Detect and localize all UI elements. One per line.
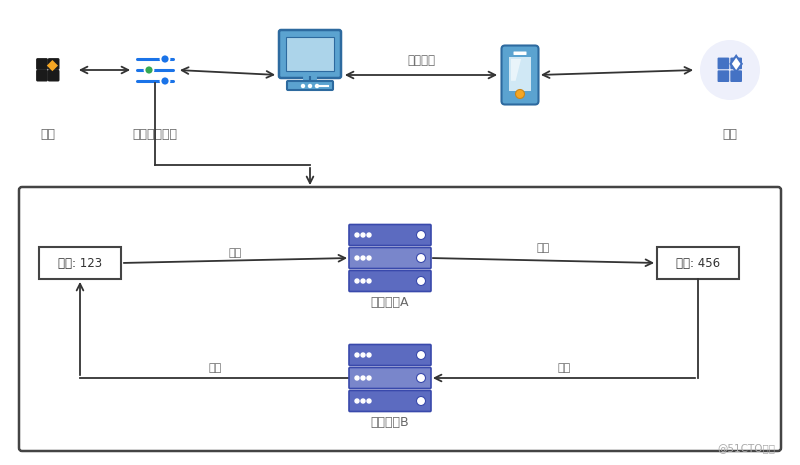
Circle shape [367,233,371,237]
Circle shape [355,256,359,260]
Circle shape [417,373,426,383]
FancyBboxPatch shape [48,58,59,70]
Circle shape [355,399,359,403]
Circle shape [361,256,365,260]
Text: 端口: 456: 端口: 456 [676,257,720,270]
Bar [509,57,531,91]
FancyBboxPatch shape [502,46,538,105]
Circle shape [417,351,426,359]
Bar [39,247,121,279]
Circle shape [361,376,365,380]
Circle shape [367,353,371,357]
FancyBboxPatch shape [19,187,781,451]
Text: 转发: 转发 [537,243,550,253]
Circle shape [417,231,426,239]
FancyBboxPatch shape [349,345,431,365]
Circle shape [355,279,359,283]
FancyBboxPatch shape [718,58,730,69]
Circle shape [355,376,359,380]
Text: 监听: 监听 [558,363,570,373]
Circle shape [367,376,371,380]
FancyBboxPatch shape [349,391,431,412]
Text: 端口: 123: 端口: 123 [58,257,102,270]
Circle shape [361,399,365,403]
Text: 应用: 应用 [722,128,738,141]
Circle shape [515,89,525,99]
Bar [657,247,739,279]
Circle shape [355,353,359,357]
FancyBboxPatch shape [287,81,333,90]
Text: 其它协议: 其它协议 [407,54,435,67]
Text: 转发: 转发 [208,363,222,373]
Text: 监听服务A: 监听服务A [370,296,410,309]
Circle shape [417,277,426,286]
Polygon shape [730,56,742,72]
FancyBboxPatch shape [349,247,431,268]
Circle shape [161,77,170,86]
FancyBboxPatch shape [48,70,59,81]
Circle shape [315,85,318,87]
Circle shape [309,85,311,87]
Circle shape [417,253,426,263]
Circle shape [302,85,305,87]
FancyBboxPatch shape [514,52,526,55]
Polygon shape [511,59,521,81]
FancyBboxPatch shape [349,271,431,292]
Circle shape [361,279,365,283]
Circle shape [367,279,371,283]
FancyBboxPatch shape [718,70,730,82]
Circle shape [700,40,760,100]
FancyBboxPatch shape [730,70,742,82]
FancyBboxPatch shape [349,225,431,246]
Text: 监听: 监听 [229,248,242,258]
Circle shape [417,397,426,405]
Circle shape [161,54,170,64]
Text: 其它协议代理: 其它协议代理 [133,128,178,141]
FancyBboxPatch shape [36,58,48,70]
FancyBboxPatch shape [730,58,742,69]
Circle shape [361,353,365,357]
Bar [286,37,334,71]
Circle shape [355,233,359,237]
Text: @51CTO博客: @51CTO博客 [717,443,775,453]
Text: 监听服务B: 监听服务B [370,416,410,429]
Circle shape [361,233,365,237]
Polygon shape [46,60,58,71]
Text: 应用: 应用 [41,128,55,141]
FancyBboxPatch shape [36,70,48,81]
Circle shape [367,256,371,260]
Circle shape [367,399,371,403]
Circle shape [145,66,154,74]
FancyBboxPatch shape [279,30,341,78]
FancyBboxPatch shape [349,367,431,388]
